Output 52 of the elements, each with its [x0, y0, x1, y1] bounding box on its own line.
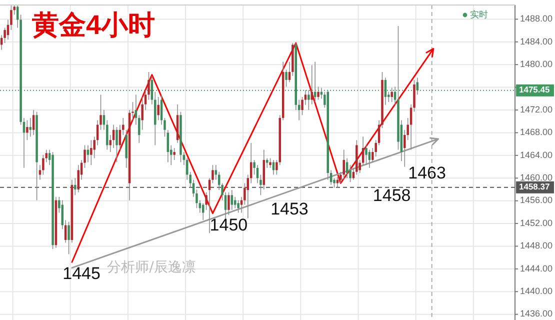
candlestick — [368, 149, 371, 168]
y-tick-label: 1456.00 — [520, 195, 553, 206]
candlestick — [416, 77, 419, 96]
annotation: 实时 — [470, 9, 488, 20]
annotation: 1445 — [62, 264, 100, 284]
candlestick — [228, 192, 230, 216]
y-tick-label: 1472.00 — [520, 104, 553, 114]
candlestick — [310, 64, 313, 105]
candlestick — [26, 120, 28, 140]
candlestick — [272, 160, 275, 176]
y-tick-label: 1488.00 — [520, 14, 553, 24]
candlestick — [317, 86, 320, 100]
candlestick — [116, 126, 118, 163]
y-tick-label: 1464.00 — [520, 150, 553, 160]
candlestick — [29, 118, 32, 138]
ref-line-label: 1475.45 — [519, 84, 550, 95]
candlestick — [125, 129, 128, 168]
candlestick — [234, 196, 236, 209]
candlestick — [157, 96, 160, 121]
y-tick-label: 1448.00 — [520, 240, 553, 251]
y-tick-label: 1452.00 — [520, 218, 553, 228]
candlestick — [390, 87, 393, 102]
y-tick-label: 1460.00 — [520, 172, 553, 182]
annotation: 1458 — [372, 186, 411, 205]
candlestick — [342, 149, 345, 180]
candlestick — [365, 144, 368, 166]
y-tick-label: 1436.00 — [520, 308, 553, 319]
candlestick — [86, 144, 90, 163]
chart-title: 黄金4小时 — [31, 10, 156, 40]
candlestick — [230, 190, 234, 210]
candlestick — [90, 140, 92, 166]
candlestick — [269, 158, 272, 168]
candlestick — [173, 148, 176, 160]
candlestick — [237, 200, 240, 214]
candlestick — [308, 90, 310, 110]
candlestick — [74, 178, 76, 196]
y-tick-label: 1440.00 — [520, 286, 553, 296]
candlestick — [32, 110, 35, 136]
candlestick — [68, 221, 70, 255]
annotation: 1450 — [210, 215, 248, 234]
candlestick — [346, 158, 348, 179]
annotation: 1463 — [408, 164, 446, 183]
y-tick-label: 1468.00 — [520, 127, 553, 138]
annotation: 分析师/辰逸凛 — [107, 259, 196, 276]
candlestick — [266, 158, 268, 168]
annotation: 1453 — [270, 199, 308, 218]
y-tick-label: 1480.00 — [520, 58, 553, 69]
candlestick — [166, 129, 170, 163]
ref-line-label: 1458.37 — [519, 182, 550, 192]
y-tick-label: 1444.00 — [520, 263, 553, 274]
candlestick — [285, 69, 288, 88]
y-tick-label: 1484.00 — [520, 36, 553, 46]
